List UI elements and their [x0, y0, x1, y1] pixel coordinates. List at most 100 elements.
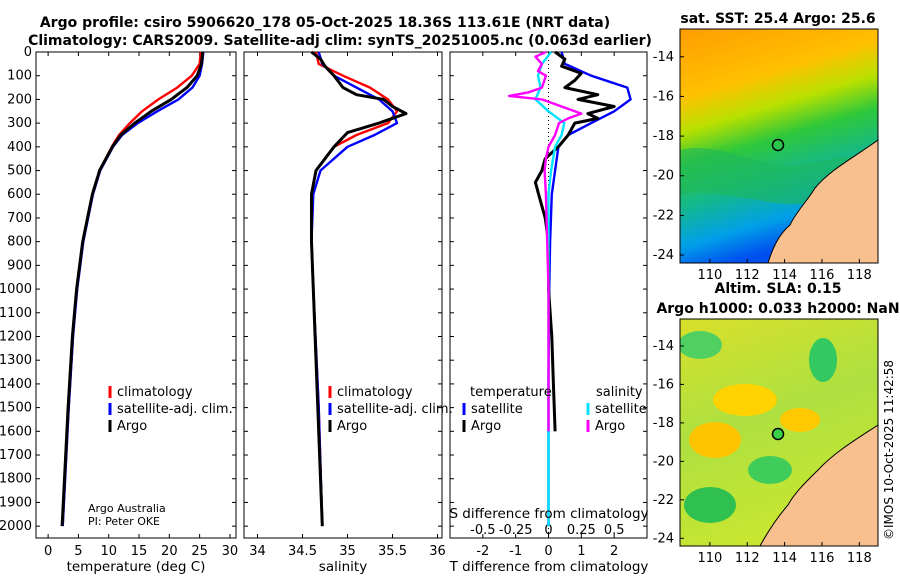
- series-line-argo: [60, 51, 205, 527]
- x-tick-label: 15: [131, 544, 148, 559]
- argo-position-marker: [771, 427, 785, 441]
- y-tick-label: 1900: [0, 495, 32, 510]
- y-tick-label: 1300: [0, 353, 32, 368]
- map-y-tick-label: -16: [653, 89, 674, 104]
- salinity-plot: 34 34.5 35 35.5 36: [244, 50, 446, 559]
- sla-map-title-line2: Argo h1000: 0.033 h2000: NaN: [656, 301, 899, 317]
- x-tick-label: 34.5: [288, 544, 317, 559]
- legend-temperature-satellite-label: satellite: [471, 402, 523, 417]
- sst-map-title: sat. SST: 25.4 Argo: 25.6: [680, 11, 875, 27]
- series-line-climatology: [310, 51, 399, 527]
- temperature-plot: 0100200300400500600700800900100011001200…: [0, 45, 238, 559]
- x-tick-label: 2: [610, 544, 618, 559]
- sla-map-frame: [679, 318, 879, 547]
- y-tick-label: 800: [7, 235, 32, 250]
- y-tick-label: 200: [7, 92, 32, 107]
- sla-anomaly: [780, 408, 820, 432]
- map-y-tick-label: -20: [653, 169, 674, 184]
- map-x-tick-label: 112: [735, 551, 760, 566]
- y-tick-label: 100: [7, 69, 32, 84]
- series-line-salinity-argo: [507, 50, 583, 432]
- sla-anomaly: [689, 422, 741, 458]
- sst-map: sat. SST: 25.4 Argo: 25.6 110 112 114 116 11…: [653, 11, 879, 283]
- x-tick-label: 30: [222, 544, 239, 559]
- map-x-tick-label: 116: [810, 268, 835, 283]
- y-tick-label: 900: [7, 258, 32, 273]
- map-x-tick-label: 118: [847, 268, 872, 283]
- y-tick-label: 1100: [0, 306, 32, 321]
- y-tick-label: 1800: [0, 472, 32, 487]
- sla-anomaly: [684, 487, 736, 523]
- legend-temperature-argo-label: Argo: [471, 419, 501, 434]
- map-y-tick-label: -20: [653, 454, 674, 469]
- salinity-panel-frame: [243, 51, 443, 539]
- sla-anomaly: [680, 331, 722, 359]
- sla-anomaly: [713, 384, 777, 416]
- y-tick-label: 1000: [0, 282, 32, 297]
- x-tick-label: 5: [74, 544, 82, 559]
- sla-anomaly: [809, 338, 837, 382]
- x-tick-label: 1: [577, 544, 585, 559]
- map-y-tick-label: -18: [653, 416, 674, 431]
- map-y-tick-label: -22: [653, 493, 674, 508]
- figure-title-line2: Climatology: CARS2009. Satellite-adj cli…: [28, 33, 652, 49]
- salinity-x-label: salinity: [319, 559, 367, 575]
- x-tick-label: 35: [339, 544, 356, 559]
- sla-map-ticks: 110 112 114 116 118 -14 -16 -18 -20 -22 -24: [653, 339, 872, 566]
- x-tick-label: -2: [476, 544, 489, 559]
- map-y-tick-label: -24: [653, 248, 674, 263]
- temperature-legend: climatology satellite-adj. clim. Argo: [108, 385, 233, 434]
- x2-tick-label: -0.25: [499, 523, 533, 538]
- legend-climatology-label: climatology: [117, 385, 193, 400]
- map-y-tick-label: -14: [653, 50, 674, 65]
- difference-plot: -2 -1 0 1 2 -0.5 -0.25 0 0.25 0.5: [450, 50, 647, 559]
- map-x-tick-label: 114: [772, 268, 797, 283]
- map-y-tick-label: -14: [653, 339, 674, 354]
- temperature-panel-frame: [35, 51, 237, 539]
- y-tick-label: 300: [7, 116, 32, 131]
- difference-x2-label: S difference from climatology: [449, 506, 648, 522]
- temperature-x-label: temperature (deg C): [67, 559, 206, 575]
- map-y-tick-label: -16: [653, 377, 674, 392]
- y-tick-label: 0: [24, 45, 32, 60]
- series-line-climatology: [61, 51, 202, 527]
- legend-climatology-label: climatology: [337, 385, 413, 400]
- x-tick-label: 0: [44, 544, 52, 559]
- map-x-tick-label: 114: [772, 551, 797, 566]
- salinity-legend: climatology satellite-adj. clim. Argo: [328, 385, 453, 434]
- series-line-satellite-adj-clim-: [310, 51, 399, 527]
- x-tick-label: 36: [429, 544, 446, 559]
- legend-satellite-label: satellite-adj. clim.: [117, 402, 233, 417]
- legend-salinity-argo-label: Argo: [595, 419, 625, 434]
- y-tick-label: 1200: [0, 329, 32, 344]
- imos-watermark: ©IMOS 10-Oct-2025 11:42:58: [882, 360, 896, 540]
- y-tick-label: 1700: [0, 448, 32, 463]
- sst-map-ticks: 110 112 114 116 118 -14 -16 -18 -20 -22 -24: [653, 50, 872, 283]
- map-x-tick-label: 110: [697, 551, 722, 566]
- y-tick-label: 1500: [0, 401, 32, 416]
- x2-tick-label: 0: [544, 523, 552, 538]
- series-line-argo: [310, 50, 408, 527]
- legend-argo-label: Argo: [337, 419, 367, 434]
- x2-tick-label: 0.5: [604, 523, 625, 538]
- y-tick-label: 2000: [0, 519, 32, 534]
- y-tick-label: 400: [7, 140, 32, 155]
- x-tick-label: 34: [249, 544, 266, 559]
- y-tick-label: 500: [7, 164, 32, 179]
- map-x-tick-label: 110: [697, 268, 722, 283]
- credit-org: Argo Australia: [88, 502, 166, 515]
- argo-position-marker: [771, 138, 785, 152]
- sst-land: [767, 139, 878, 263]
- map-x-tick-label: 112: [735, 268, 760, 283]
- sla-map-title-line1: Altim. SLA: 0.15: [714, 281, 841, 297]
- legend-temperature-title: temperature: [470, 385, 552, 400]
- x-tick-label: 20: [161, 544, 178, 559]
- credit-pi: PI: Peter OKE: [88, 515, 160, 528]
- y-tick-label: 1600: [0, 424, 32, 439]
- x-tick-label: 25: [191, 544, 208, 559]
- legend-salinity-title: salinity: [596, 385, 643, 400]
- x-tick-label: 0: [544, 544, 552, 559]
- x-tick-label: 10: [100, 544, 117, 559]
- difference-x-label: T difference from climatology: [449, 559, 649, 575]
